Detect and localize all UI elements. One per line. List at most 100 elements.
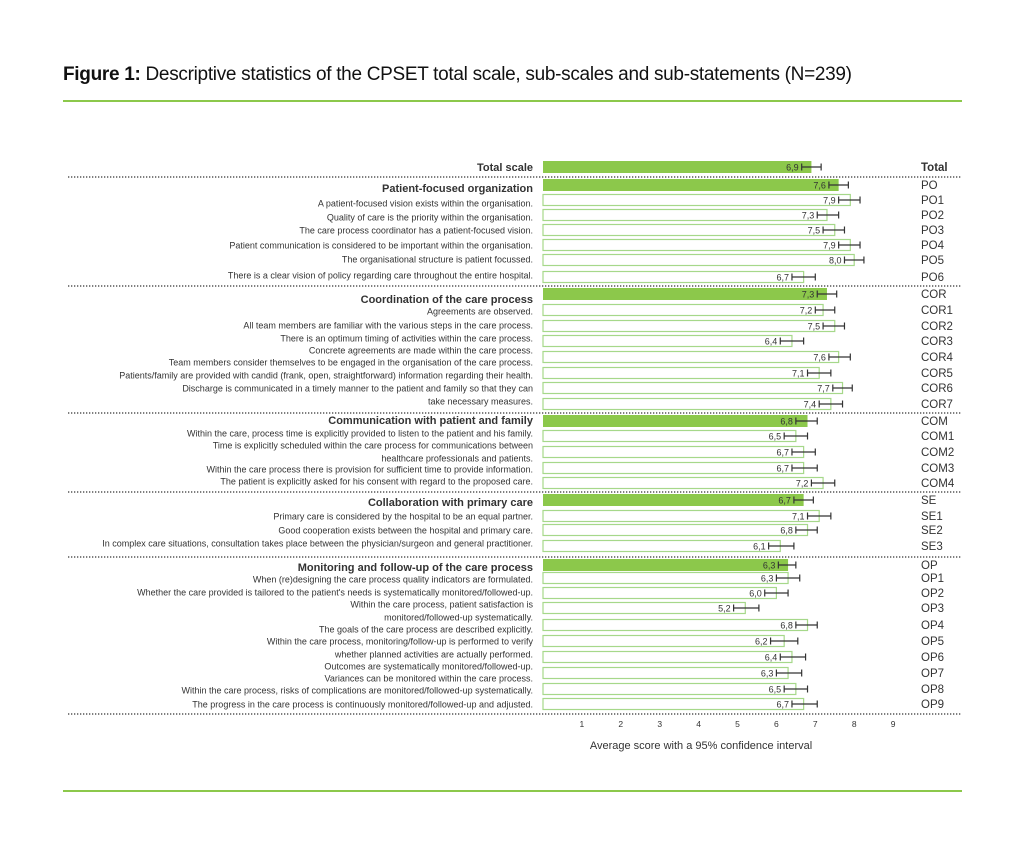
row-code: SE3	[921, 541, 943, 553]
statement-label: Within the care process, risks of compli…	[182, 685, 533, 695]
value-label: 5,2	[718, 603, 731, 613]
bar-po4	[542, 238, 851, 252]
value-label: 6,0	[749, 588, 762, 598]
scale-label: Coordination of the care process	[361, 294, 533, 306]
x-tick-label: 7	[813, 719, 818, 729]
bar-op7	[542, 666, 789, 680]
bar-op5	[542, 634, 785, 648]
row-code: COM3	[921, 463, 954, 475]
figure-number: Figure 1:	[63, 64, 141, 85]
bar-po1	[542, 193, 851, 207]
value-label: 6,9	[786, 162, 799, 172]
row-code: PO2	[921, 210, 944, 222]
statement-label: In complex care situations, consultation…	[102, 538, 533, 548]
value-label: 7,6	[813, 352, 826, 362]
value-label: 7,5	[808, 321, 821, 331]
statement-label: monitored/followed-up systematically.	[384, 612, 533, 622]
value-label: 8,0	[829, 255, 842, 265]
scale-label: Collaboration with primary care	[368, 497, 533, 509]
value-label: 7,3	[802, 289, 815, 299]
statement-label: A patient-focused vision exists within t…	[318, 198, 533, 208]
bar-cor1	[542, 303, 824, 317]
statement-label: Time is explicitly scheduled within the …	[213, 440, 533, 450]
x-tick-label: 6	[774, 719, 779, 729]
row-code: PO3	[921, 225, 944, 237]
scale-label: Monitoring and follow-up of the care pro…	[298, 562, 533, 574]
statement-label: whether planned activities are actually …	[334, 649, 533, 659]
value-label: 6,8	[780, 525, 793, 535]
statement-label: Team members consider themselves to be e…	[169, 357, 533, 367]
bar-cor7	[542, 397, 832, 411]
value-label: 7,1	[792, 511, 805, 521]
statement-label: Within the care process, monitoring/foll…	[267, 636, 534, 646]
bar-op	[543, 559, 789, 571]
bar-com1	[542, 429, 797, 443]
statement-label: Primary care is considered by the hospit…	[273, 511, 533, 521]
statement-label: There is a clear vision of policy regard…	[228, 270, 533, 280]
bar-po5	[542, 253, 855, 267]
row-code: OP4	[921, 620, 945, 632]
x-tick-label: 3	[657, 719, 662, 729]
statement-label: The patient is explicitly asked for his …	[220, 476, 533, 486]
row-code: COR3	[921, 336, 953, 348]
value-label: 7,6	[813, 180, 826, 190]
value-label: 6,5	[769, 684, 782, 694]
figure-title: Figure 1: Descriptive statistics of the …	[63, 64, 852, 86]
bar-se	[543, 494, 804, 506]
bar-po3	[542, 223, 836, 237]
x-tick-label: 9	[891, 719, 896, 729]
x-tick-label: 2	[618, 719, 623, 729]
value-label: 6,2	[755, 636, 768, 646]
bar-op6	[542, 650, 793, 664]
value-label: 7,1	[792, 368, 805, 378]
row-code: SE1	[921, 511, 943, 523]
value-label: 6,4	[765, 336, 778, 346]
bar-com4	[542, 476, 824, 490]
row-code: OP5	[921, 636, 944, 648]
top-rule	[63, 100, 962, 102]
bar-com2	[542, 445, 805, 459]
bar-op3	[542, 601, 746, 615]
bar-op9	[542, 697, 805, 711]
statement-label: The care process coordinator has a patie…	[299, 225, 533, 235]
statement-label: Quality of care is the priority within t…	[327, 212, 533, 222]
row-code: PO1	[921, 195, 944, 207]
row-code: OP9	[921, 699, 944, 711]
x-tick-label: 5	[735, 719, 740, 729]
bar-se2	[542, 523, 809, 537]
statement-label: When (re)designing the care process qual…	[253, 574, 533, 584]
statement-label: Patients/family are provided with candid…	[119, 370, 533, 380]
bar-cor2	[542, 319, 836, 333]
row-code: OP8	[921, 684, 944, 696]
value-label: 6,7	[776, 447, 789, 457]
row-code: COR2	[921, 321, 953, 333]
value-label: 6,1	[753, 541, 766, 551]
value-label: 7,2	[796, 478, 809, 488]
statement-label: Patient communication is considered to b…	[229, 240, 533, 250]
value-label: 6,5	[769, 431, 782, 441]
bar-op4	[542, 618, 809, 632]
bar-se1	[542, 509, 820, 523]
statement-label: The goals of the care process are descri…	[319, 624, 533, 634]
value-label: 7,5	[808, 225, 821, 235]
value-label: 7,2	[800, 305, 813, 315]
bar-se3	[542, 539, 781, 553]
row-code: OP1	[921, 573, 944, 585]
row-code: OP6	[921, 652, 944, 664]
value-label: 7,7	[817, 383, 830, 393]
row-code: COR6	[921, 383, 953, 395]
row-code: COM1	[921, 431, 954, 443]
row-code: PO	[921, 180, 938, 192]
value-label: 6,7	[778, 495, 791, 505]
bar-cor6	[542, 381, 844, 395]
bar-total	[543, 161, 812, 173]
statement-label: healthcare professionals and patients.	[381, 453, 533, 463]
bar-cor4	[542, 350, 840, 364]
value-label: 6,7	[776, 699, 789, 709]
value-label: 7,4	[804, 399, 817, 409]
row-code: COR5	[921, 368, 953, 380]
statement-label: Within the care process, patient satisfa…	[350, 599, 533, 609]
value-label: 6,7	[776, 463, 789, 473]
statement-label: Outcomes are systematically monitored/fo…	[324, 661, 533, 671]
